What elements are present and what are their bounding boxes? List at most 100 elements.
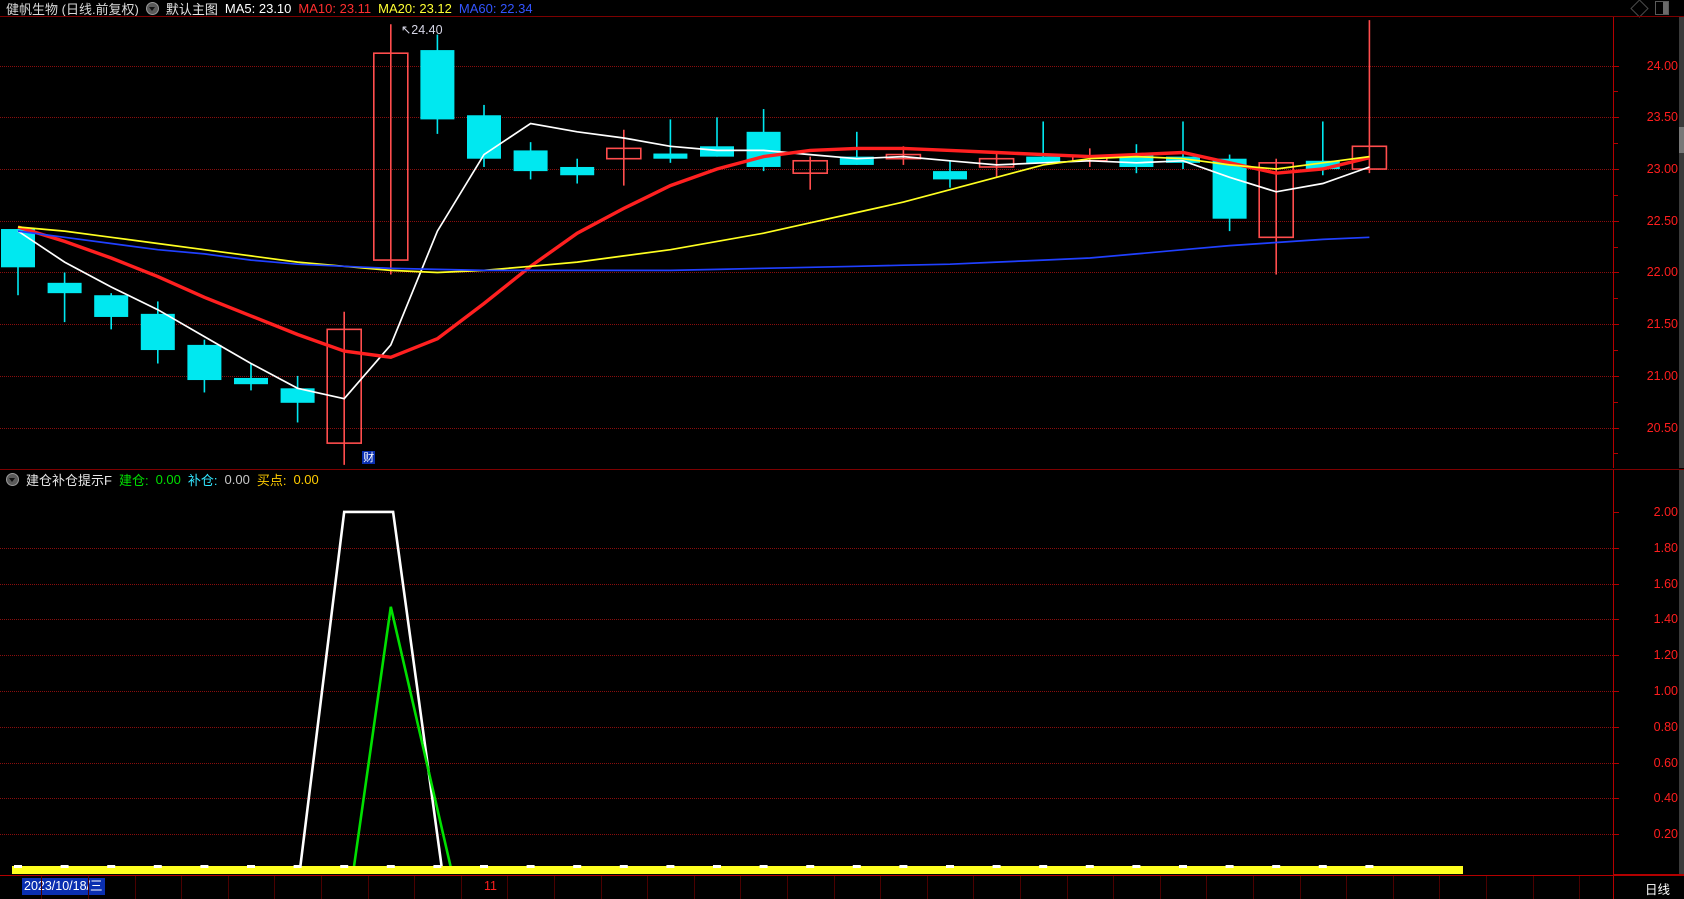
- price-y-minor-tickmark: [1614, 195, 1618, 196]
- vertical-scrollbar[interactable]: [1679, 17, 1684, 468]
- time-axis-separator: [135, 876, 136, 899]
- indicator-y-tickmark: [1614, 763, 1619, 764]
- candle-body: [467, 115, 501, 158]
- time-axis-separator: [1346, 876, 1347, 899]
- indicator-name[interactable]: 建仓补仓提示F: [26, 470, 112, 489]
- indicator-y-tick: 1.00: [1654, 684, 1678, 698]
- price-plot-area[interactable]: ↖24.40 ←20.14 财: [0, 17, 1613, 469]
- price-y-tickmark: [1614, 428, 1619, 429]
- indicator-y-tick: 1.60: [1654, 577, 1678, 591]
- time-axis-separator: [368, 876, 369, 899]
- period-label[interactable]: 日线: [1645, 879, 1670, 898]
- indicator-panel: 建仓补仓提示F 建仓: 0.00 补仓: 0.00 买点: 0.00 2.00 1…: [0, 469, 1684, 875]
- indicator-y-tick: 2.00: [1654, 505, 1678, 519]
- price-y-minor-tickmark: [1614, 298, 1618, 299]
- price-y-minor-tickmark: [1614, 91, 1618, 92]
- vertical-scrollbar-sub[interactable]: [1679, 470, 1684, 874]
- indicator-baseline-tick: [993, 865, 1001, 868]
- indicator-y-tickmark: [1614, 691, 1619, 692]
- indicator-y-tickmark: [1614, 512, 1619, 513]
- indicator-baseline-tick: [666, 865, 674, 868]
- time-axis-separator: [274, 876, 275, 899]
- time-axis-separator: [1439, 876, 1440, 899]
- indicator-series-3-label: 买点:: [257, 470, 287, 489]
- indicator-baseline-tick: [480, 865, 488, 868]
- indicator-baseline-tick: [620, 865, 628, 868]
- indicator-baseline-tick: [1039, 865, 1047, 868]
- indicator-baseline-tick: [946, 865, 954, 868]
- chevron-down-circle-icon[interactable]: [146, 2, 159, 15]
- ma-line-ma10: [18, 148, 1369, 357]
- time-axis-separator: [181, 876, 182, 899]
- price-y-minor-tickmark: [1614, 247, 1618, 248]
- candle-body: [747, 132, 781, 167]
- indicator-series-3-value: 0.00: [293, 472, 318, 487]
- indicator-baseline-tick: [1365, 865, 1373, 868]
- indicator-series-2-value: 0.00: [225, 472, 250, 487]
- time-axis-separator: [740, 876, 741, 899]
- main-chart-name[interactable]: 默认主图: [166, 0, 218, 18]
- time-axis-separator: [973, 876, 974, 899]
- price-y-minor-tickmark: [1614, 453, 1618, 454]
- selected-date-label: 2023/10/18/三: [22, 878, 105, 895]
- candle-body: [234, 378, 268, 384]
- indicator-y-tickmark: [1614, 727, 1619, 728]
- indicator-baseline-tick: [61, 865, 69, 868]
- price-y-tickmark: [1614, 324, 1619, 325]
- indicator-y-tick: 1.40: [1654, 612, 1678, 626]
- time-axis-separator: [601, 876, 602, 899]
- candle-body: [1213, 159, 1247, 219]
- time-axis[interactable]: 2023/10/18/三 11 日线: [0, 875, 1684, 898]
- ma10-value: MA10: 23.11: [298, 1, 371, 16]
- price-y-tick: 23.00: [1647, 162, 1678, 176]
- indicator-baseline-tick: [340, 865, 348, 868]
- candle-body: [560, 167, 594, 175]
- indicator-baseline-tick: [713, 865, 721, 868]
- scrollbar-thumb[interactable]: [1679, 127, 1684, 153]
- chevron-down-circle-icon[interactable]: [6, 473, 19, 486]
- time-axis-separator: [1160, 876, 1161, 899]
- indicator-y-tickmark: [1614, 584, 1619, 585]
- time-axis-separator: [88, 876, 89, 899]
- month-tick-label: 11: [484, 879, 497, 893]
- time-axis-separator: [880, 876, 881, 899]
- time-axis-separator: [228, 876, 229, 899]
- candle-body: [1, 229, 35, 267]
- indicator-baseline-tick: [1132, 865, 1140, 868]
- indicator-y-tickmark: [1614, 798, 1619, 799]
- time-axis-separator: [1579, 876, 1580, 899]
- time-axis-separator: [41, 876, 42, 899]
- indicator-baseline-tick: [1179, 865, 1187, 868]
- axis-divider: [1613, 876, 1614, 899]
- price-y-tick: 22.00: [1647, 265, 1678, 279]
- indicator-plot-area[interactable]: [0, 470, 1613, 876]
- candle-body: [514, 150, 548, 171]
- high-arrow-icon: ↖: [401, 23, 411, 37]
- candle-body: [94, 295, 128, 317]
- half-square-icon[interactable]: [1655, 1, 1669, 15]
- candle-body: [933, 171, 967, 179]
- indicator-series-1-label: 建仓:: [119, 470, 149, 489]
- indicator-baseline-tick: [1226, 865, 1234, 868]
- time-axis-separator: [1253, 876, 1254, 899]
- indicator-baseline: [12, 866, 1463, 874]
- price-y-tick: 22.50: [1647, 214, 1678, 228]
- indicator-baseline-tick: [247, 865, 255, 868]
- indicator-baseline-tick: [154, 865, 162, 868]
- time-axis-separator: [1067, 876, 1068, 899]
- candle-body: [700, 146, 734, 156]
- news-marker[interactable]: 财: [362, 451, 375, 464]
- time-axis-separator: [321, 876, 322, 899]
- price-y-tick: 21.00: [1647, 369, 1678, 383]
- indicator-baseline-tick: [573, 865, 581, 868]
- indicator-baseline-tick: [899, 865, 907, 868]
- indicator-建仓-white-spike: [300, 512, 442, 870]
- candle-body: [141, 314, 175, 350]
- indicator-header: 建仓补仓提示F 建仓: 0.00 补仓: 0.00 买点: 0.00: [0, 470, 326, 488]
- time-axis-separator: [694, 876, 695, 899]
- indicator-baseline-tick: [294, 865, 302, 868]
- diamond-icon[interactable]: [1630, 0, 1648, 17]
